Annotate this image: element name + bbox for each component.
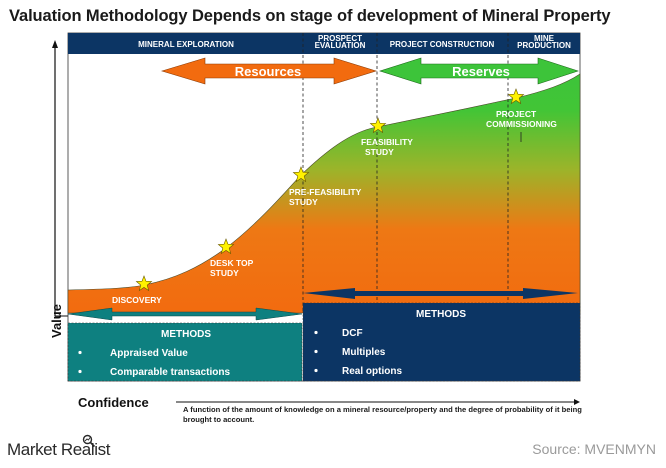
- late-methods-title: METHODS: [416, 309, 466, 320]
- milestone-star-icon: [217, 238, 235, 255]
- value-axis-label: Value: [49, 304, 64, 338]
- confidence-axis-label: Confidence: [78, 395, 149, 410]
- early-methods-range-arrow: [67, 307, 303, 321]
- phase-label-1: PROSPECT: [318, 34, 362, 43]
- milestone-label: DISCOVERY: [112, 295, 162, 305]
- magnifier-chart-icon: [82, 434, 96, 448]
- bullet-icon: [314, 349, 318, 354]
- phase-label-0: MINERAL EXPLORATION: [138, 40, 234, 49]
- milestone-label: FEASIBILITY: [361, 137, 413, 147]
- method-item: Multiples: [342, 347, 386, 358]
- brand-logo-text: Market Realist: [7, 440, 111, 459]
- value-axis: [52, 40, 68, 317]
- phase-label-3: PRODUCTION: [517, 41, 571, 50]
- resources-label: Resources: [235, 64, 301, 79]
- reserves-arrow: [379, 57, 579, 85]
- late-methods-range-arrow: [303, 288, 578, 299]
- milestone-label: COMMISSIONING: [486, 119, 557, 129]
- milestone-label: STUDY: [289, 197, 318, 207]
- bullet-icon: [78, 369, 82, 374]
- phase-label-2: PROJECT CONSTRUCTION: [390, 40, 495, 49]
- method-item: DCF: [342, 328, 363, 339]
- source-label: Source: MVENMYN: [532, 441, 656, 457]
- milestone-star-icon: [369, 117, 387, 134]
- milestone-star-icon: [292, 166, 310, 183]
- confidence-note: A function of the amount of knowledge on…: [183, 405, 582, 424]
- milestone-star-icon: [507, 88, 525, 105]
- phase-label-3: MINE: [534, 34, 555, 43]
- reserves-label: Reserves: [452, 64, 510, 79]
- method-item: Real options: [342, 366, 402, 377]
- method-item: Comparable transactions: [110, 367, 230, 378]
- bullet-icon: [314, 330, 318, 335]
- milestone-label: STUDY: [365, 147, 394, 157]
- bullet-icon: [314, 368, 318, 373]
- late-methods-box: [302, 302, 581, 382]
- early-methods-box: [67, 322, 303, 382]
- milestone-label: STUDY: [210, 268, 239, 278]
- bullet-icon: [78, 350, 82, 355]
- method-item: Appraised Value: [110, 348, 188, 359]
- milestone-label: PROJECT: [496, 109, 537, 119]
- phase-label-1: EVALUATION: [315, 41, 366, 50]
- milestone-label: DESK TOP: [210, 258, 254, 268]
- page-title: Valuation Methodology Depends on stage o…: [9, 7, 611, 25]
- early-methods-title: METHODS: [161, 329, 211, 340]
- milestone-star-icon: [135, 275, 153, 292]
- confidence-axis: [176, 399, 580, 405]
- resources-arrow: [160, 57, 378, 85]
- phase-header-bar: [68, 33, 580, 54]
- milestone-label: PRE-FEASIBILITY: [289, 187, 362, 197]
